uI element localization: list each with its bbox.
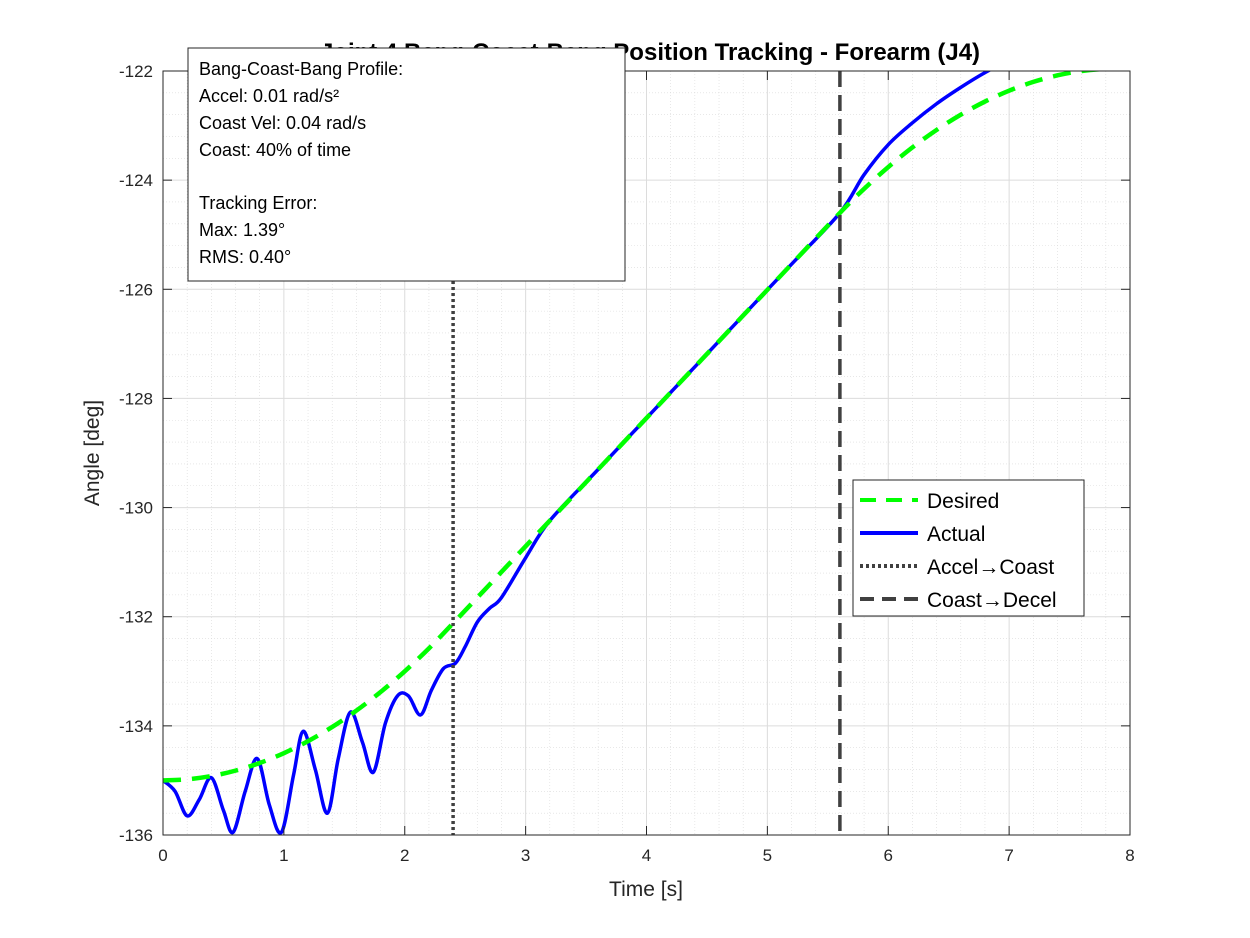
x-axis-label: Time [s] [609,878,683,901]
annotation-line-2: Accel: 0.01 rad/s² [199,86,339,106]
legend: Desired Actual Accel→Coast Coast→Decel [852,479,1085,617]
y-tick-label: -128 [119,389,153,408]
legend-label-actual: Actual [927,523,985,546]
y-tick-label: -134 [119,717,153,736]
legend-label-coast-decel: Coast→Decel [927,589,1057,612]
y-tick-label: -132 [119,608,153,627]
annotation-line-1: Bang-Coast-Bang Profile: [199,59,403,79]
y-tick-label: -126 [119,280,153,299]
x-tick-label: 1 [279,846,288,865]
x-tick-label: 4 [642,846,651,865]
x-tick-label: 3 [521,846,530,865]
annotation-line-6: Tracking Error: [199,193,317,213]
annotation-line-8: RMS: 0.40° [199,247,291,267]
annotation-frame [187,47,626,282]
y-tick-label: -122 [119,62,153,81]
annotation-box: Bang-Coast-Bang Profile: Accel: 0.01 rad… [187,47,626,282]
annotation-line-3: Coast Vel: 0.04 rad/s [199,113,366,133]
x-tick-label: 6 [884,846,893,865]
y-tick-label: -124 [119,171,153,190]
y-tick-label: -130 [119,499,153,518]
y-tick-label: -136 [119,826,153,845]
x-tick-label: 5 [763,846,772,865]
annotation-line-4: Coast: 40% of time [199,140,351,160]
x-tick-label: 7 [1004,846,1013,865]
y-axis-ticks: -136 -134 -132 -130 -128 -126 -124 -122 [119,62,1130,845]
legend-label-desired: Desired [927,490,999,513]
legend-frame [852,479,1085,617]
series-line-desired [163,71,1108,783]
y-axis-label: Angle [deg] [81,400,104,506]
x-tick-label: 2 [400,846,409,865]
x-axis-ticks: 0 1 2 3 4 5 6 7 8 [158,71,1135,865]
legend-label-accel-coast: Accel→Coast [927,556,1054,579]
x-tick-label: 8 [1125,846,1134,865]
annotation-line-7: Max: 1.39° [199,220,285,240]
x-tick-label: 0 [158,846,167,865]
